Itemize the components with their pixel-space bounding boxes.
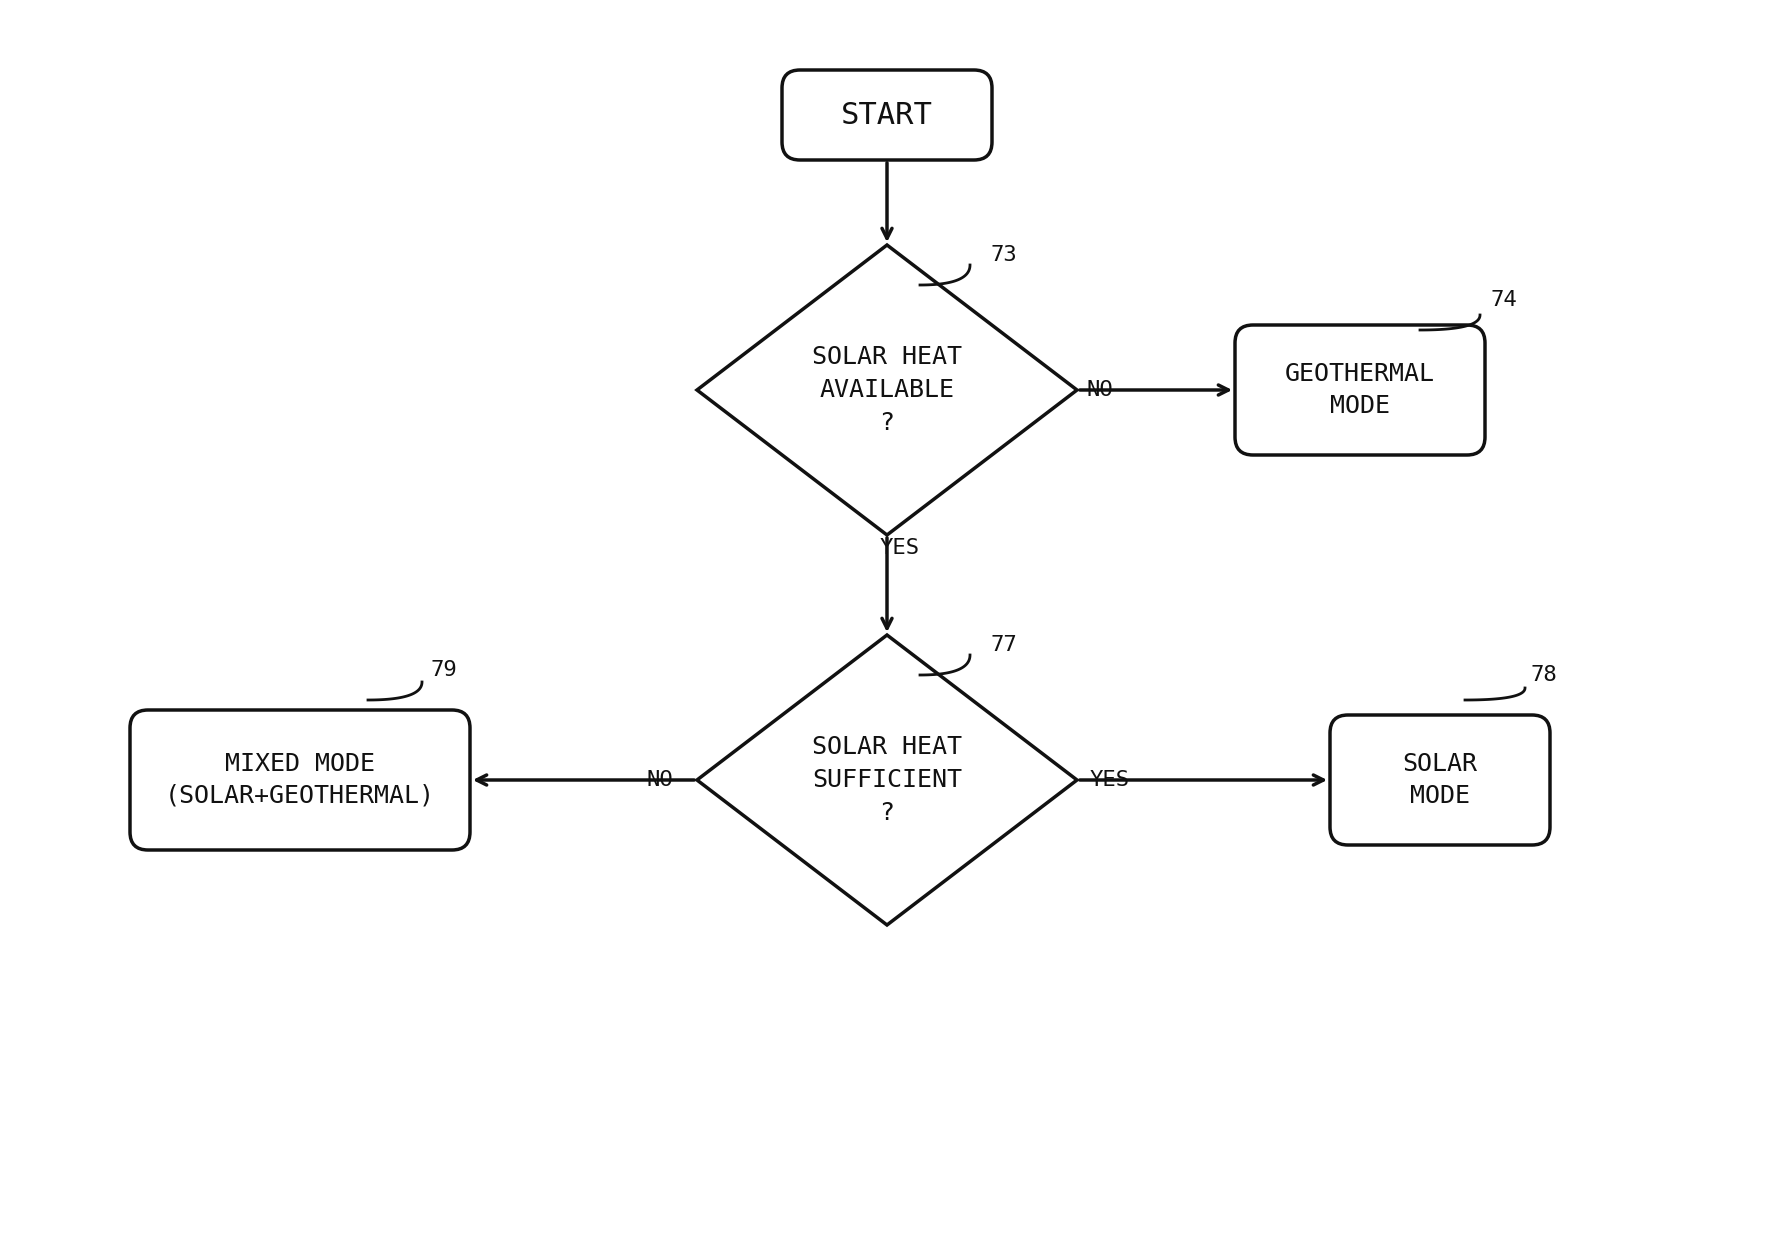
FancyBboxPatch shape <box>1234 324 1484 456</box>
Text: SOLAR HEAT
AVAILABLE
?: SOLAR HEAT AVAILABLE ? <box>812 344 961 436</box>
Text: NO: NO <box>647 770 674 790</box>
Text: 77: 77 <box>989 635 1016 655</box>
Text: GEOTHERMAL
MODE: GEOTHERMAL MODE <box>1284 362 1434 418</box>
Text: YES: YES <box>879 538 920 558</box>
Text: MIXED MODE
(SOLAR+GEOTHERMAL): MIXED MODE (SOLAR+GEOTHERMAL) <box>165 753 434 807</box>
Text: START: START <box>840 101 933 130</box>
Text: 74: 74 <box>1489 290 1516 310</box>
Text: NO: NO <box>1087 379 1113 401</box>
Polygon shape <box>697 635 1076 925</box>
Polygon shape <box>697 245 1076 535</box>
Text: SOLAR
MODE: SOLAR MODE <box>1402 753 1477 807</box>
Text: 78: 78 <box>1528 665 1557 685</box>
FancyBboxPatch shape <box>129 710 470 850</box>
Text: 79: 79 <box>429 660 456 680</box>
Text: SOLAR HEAT
SUFFICIENT
?: SOLAR HEAT SUFFICIENT ? <box>812 735 961 825</box>
FancyBboxPatch shape <box>1330 715 1550 845</box>
FancyBboxPatch shape <box>782 70 991 160</box>
Text: YES: YES <box>1089 770 1129 790</box>
Text: 73: 73 <box>989 245 1016 265</box>
